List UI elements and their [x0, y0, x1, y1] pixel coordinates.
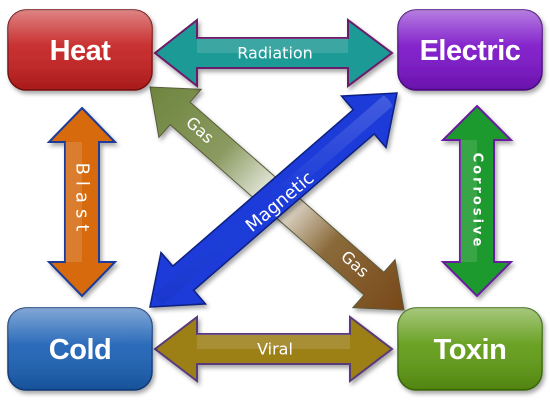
- heat-node: Heat: [7, 9, 153, 91]
- cold-label: Cold: [49, 334, 111, 366]
- heat-label: Heat: [50, 35, 112, 67]
- radiation-label: Radiation: [237, 44, 313, 63]
- cold-node: Cold: [7, 307, 153, 391]
- blast-arrow: Blast: [46, 106, 118, 298]
- radiation-arrow: Radiation: [153, 17, 394, 89]
- corrosive-label: Corrosive: [470, 153, 485, 250]
- blast-label: Blast: [72, 163, 93, 238]
- viral-label: Viral: [257, 340, 293, 359]
- electric-node: Electric: [397, 9, 543, 91]
- viral-arrow: Viral: [153, 314, 394, 384]
- electric-label: Electric: [420, 35, 521, 67]
- corrosive-arrow: Corrosive: [440, 104, 514, 298]
- toxin-node: Toxin: [397, 307, 543, 391]
- toxin-label: Toxin: [434, 334, 507, 366]
